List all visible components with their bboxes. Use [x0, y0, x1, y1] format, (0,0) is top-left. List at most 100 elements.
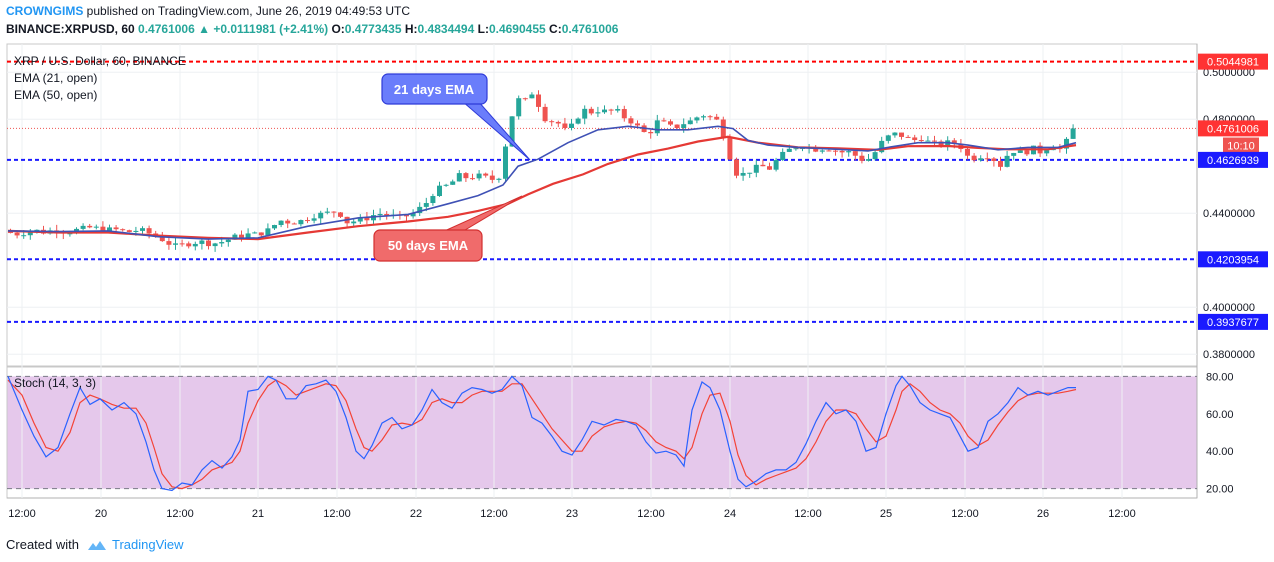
- ema-50-line: [7, 135, 1077, 241]
- candle-body: [905, 136, 911, 138]
- candle-body: [588, 108, 594, 114]
- candle-body: [113, 227, 119, 230]
- candle-body: [80, 225, 86, 229]
- x-tick-label: 12:00: [637, 508, 665, 520]
- candle-body: [951, 140, 957, 144]
- x-tick-label: 12:00: [1108, 508, 1136, 520]
- candle-body: [648, 132, 654, 134]
- stoch-tick-label: 40.00: [1206, 446, 1234, 458]
- candle-body: [971, 155, 977, 161]
- candle-body: [404, 214, 409, 217]
- stoch-band-fill: [7, 376, 1197, 489]
- author-name[interactable]: CROWNGIMS: [6, 4, 84, 18]
- candle-body: [654, 120, 660, 134]
- candle-body: [133, 230, 139, 232]
- candle-body: [813, 147, 819, 152]
- candle-body: [107, 227, 112, 233]
- candle-body: [509, 116, 515, 147]
- price-level-badge: [1198, 53, 1268, 70]
- candle-body: [833, 150, 838, 152]
- x-tick-label: 12:00: [951, 508, 979, 520]
- candle-body: [503, 146, 508, 179]
- candle-body: [186, 243, 192, 247]
- price-level-label: 0.4761006: [1207, 123, 1259, 135]
- candle-body: [892, 132, 898, 136]
- candle-body: [377, 213, 383, 216]
- candle-body: [879, 140, 885, 153]
- publish-header: CROWNGIMS published on TradingView.com, …: [6, 4, 410, 18]
- candle-body: [159, 236, 165, 242]
- high-value: 0.4834494: [417, 22, 475, 36]
- ema50-callout-text: 50 days EMA: [388, 238, 469, 253]
- candle-body: [483, 173, 489, 176]
- legend-ema21[interactable]: EMA (21, open): [14, 71, 98, 85]
- candle-body: [753, 164, 759, 173]
- candle-body: [146, 228, 152, 234]
- candle-body: [331, 211, 337, 213]
- candle-body: [291, 223, 297, 225]
- candle-body: [232, 234, 238, 240]
- candle-body: [305, 220, 310, 222]
- candle-body: [608, 109, 614, 111]
- candle-body: [27, 230, 33, 236]
- candle-body: [522, 98, 528, 100]
- candle-body: [885, 135, 891, 141]
- candle-body: [1044, 150, 1050, 154]
- candle-body: [298, 220, 304, 225]
- candle-body: [674, 124, 680, 129]
- y-tick-label: 0.4000000: [1203, 302, 1255, 314]
- candle-body: [456, 173, 462, 182]
- legend-stoch[interactable]: Stoch (14, 3, 3): [14, 376, 97, 390]
- candle-body: [780, 151, 786, 161]
- stoch-k-line: [7, 375, 1076, 492]
- candle-body: [720, 119, 726, 138]
- candle-body: [252, 232, 258, 234]
- x-tick-label: 22: [410, 508, 422, 520]
- candle-body: [430, 196, 436, 204]
- x-tick-label: 26: [1037, 508, 1049, 520]
- candle-body: [463, 173, 469, 179]
- x-tick-label: 23: [566, 508, 578, 520]
- candle-body: [602, 109, 607, 113]
- candle-body: [265, 228, 271, 236]
- y-tick-label: 0.3800000: [1203, 349, 1255, 361]
- x-tick-label: 12:00: [323, 508, 351, 520]
- candle-body: [727, 137, 733, 160]
- y-tick-label: 0.5000000: [1203, 67, 1255, 79]
- candle-body: [199, 240, 205, 244]
- candle-body: [1004, 155, 1010, 167]
- candle-body: [364, 217, 370, 221]
- candle-body: [773, 160, 779, 170]
- candle-body: [615, 109, 621, 111]
- candle-body: [998, 161, 1003, 167]
- stoch-axis: 80.00 60.00 40.00 20.00: [1206, 371, 1234, 495]
- candle-body: [661, 120, 667, 122]
- candle-body: [628, 118, 634, 124]
- candle-body: [760, 164, 766, 167]
- candle-body: [932, 140, 937, 142]
- candle-body: [635, 123, 640, 126]
- candle-body: [496, 178, 502, 180]
- price-axis: 0.50000000.48000000.44000000.40000000.38…: [1198, 53, 1268, 361]
- stoch-tick-label: 80.00: [1206, 371, 1234, 383]
- x-tick-label: 21: [252, 508, 264, 520]
- candle-body: [549, 121, 555, 123]
- candle-body: [67, 233, 73, 235]
- x-tick-label: 12:00: [794, 508, 822, 520]
- chart-legend: XRP / U.S. Dollar, 60, BINANCE EMA (21, …: [14, 53, 186, 104]
- tradingview-logo-icon: [87, 541, 106, 550]
- low-label: L:: [477, 22, 489, 36]
- candle-body: [423, 203, 429, 207]
- legend-ema50[interactable]: EMA (50, open): [14, 88, 98, 102]
- candle-body: [34, 229, 40, 231]
- candle-body: [846, 151, 852, 153]
- candle-body: [707, 116, 713, 118]
- y-tick-label: 0.4400000: [1203, 208, 1255, 220]
- price-level-badge: [1198, 151, 1268, 168]
- price-level-label: 0.3937677: [1207, 317, 1259, 329]
- tradingview-brand[interactable]: TradingView: [112, 537, 184, 552]
- open-value: 0.4773435: [344, 22, 402, 36]
- candle-body: [747, 172, 753, 174]
- candle-body: [120, 229, 126, 231]
